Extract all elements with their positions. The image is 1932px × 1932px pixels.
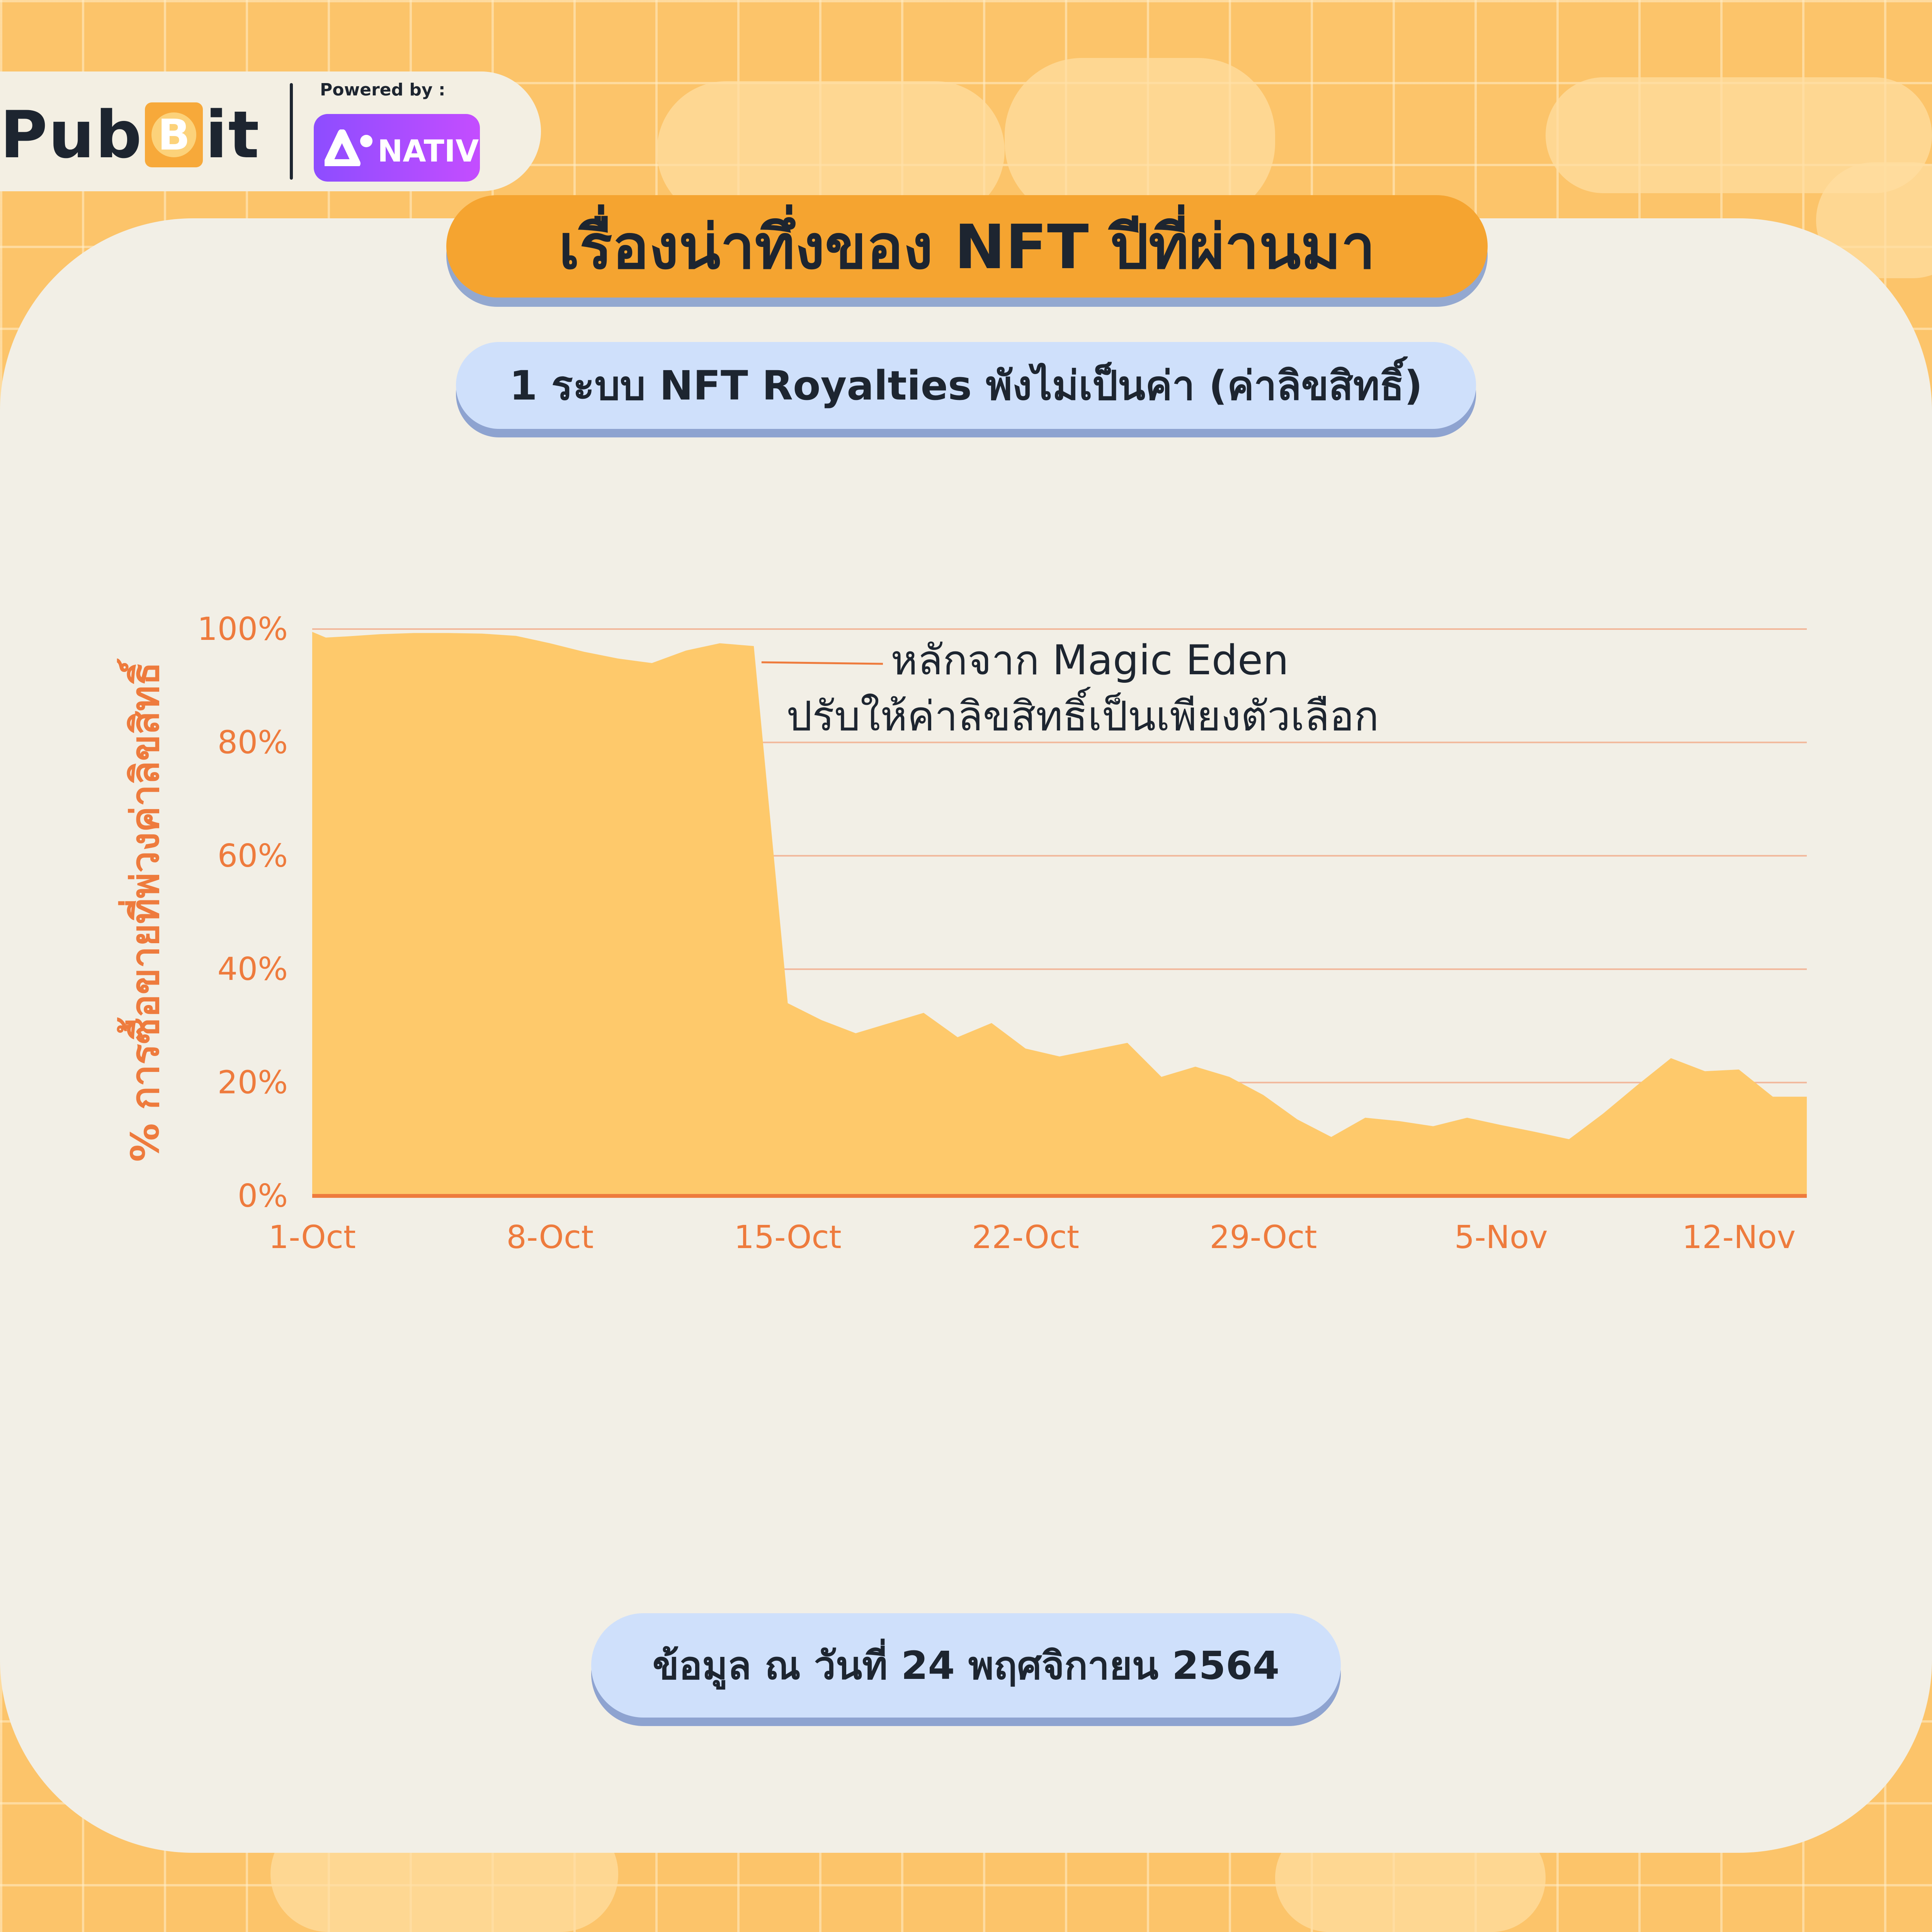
page-title: เรื่องน่าทึ่งของ NFT ปีที่ผ่านมา [558,211,1376,283]
area-series [312,632,1807,1196]
x-tick-label: 12-Nov [1682,1219,1796,1256]
annotation-pointer [761,661,883,665]
data-area [312,632,1807,1196]
x-tick-label: 22-Oct [972,1219,1079,1256]
y-tick-label: 80% [218,724,288,761]
x-tick-label: 29-Oct [1209,1219,1317,1256]
svg-text:B: B [158,110,190,160]
x-tick-label: 8-Oct [506,1219,594,1256]
axes: 0% 20% 40% 60% 80% 100% 1-Oct 8-Oct 15-Oct 22-Oct… [117,611,1807,1256]
y-tick-label: 60% [218,838,288,874]
footer-pill: ข้อมูล ณ วันที่ 24 พฤศจิกายน 2564 [591,1613,1341,1718]
x-tick-label: 15-Oct [734,1219,842,1256]
y-tick-label: 100% [197,611,288,648]
x-tick-label: 1-Oct [269,1219,356,1256]
annotation: หลักจาก Magic Edenปรับให้ค่าลิขสิทธิ์เป็… [761,636,1379,740]
pubbit-logo: Pub B it [0,96,260,173]
x-tick-label: 5-Nov [1454,1219,1548,1256]
y-tick-label: 0% [238,1178,288,1214]
y-tick-label: 20% [218,1065,288,1101]
y-tick-label: 40% [218,951,288,988]
bitcoin-icon: B [145,102,203,167]
y-axis-label: % การซื้อขายที่พ่วงค่าลิขสิทธิ์ [117,658,168,1162]
logo-bar: Pub B it Powered by : NATIV [0,71,541,191]
brand-left: Pub [0,97,143,173]
brand-right: it [205,97,260,173]
annotation-line-2: ปรับให้ค่าลิขสิทธิ์เป็นเพียงตัวเลือก [786,687,1379,740]
background-blob [1005,58,1275,220]
subtitle-pill: 1 ระบบ NFT Royalties พังไม่เป็นค่า (ค่าล… [456,342,1476,429]
nativ-logo: NATIV [314,114,480,182]
data-date-note: ข้อมูล ณ วันที่ 24 พฤศจิกายน 2564 [652,1643,1280,1688]
title-pill: เรื่องน่าทึ่งของ NFT ปีที่ผ่านมา [446,195,1488,298]
powered-by-label: Powered by : [320,80,446,100]
nativ-icon [325,129,372,166]
partner-name: NATIV [378,134,479,169]
page-subtitle: 1 ระบบ NFT Royalties พังไม่เป็นค่า (ค่าล… [509,362,1423,409]
logo-divider [290,83,293,180]
annotation-line-1: หลักจาก Magic Eden [891,636,1289,684]
